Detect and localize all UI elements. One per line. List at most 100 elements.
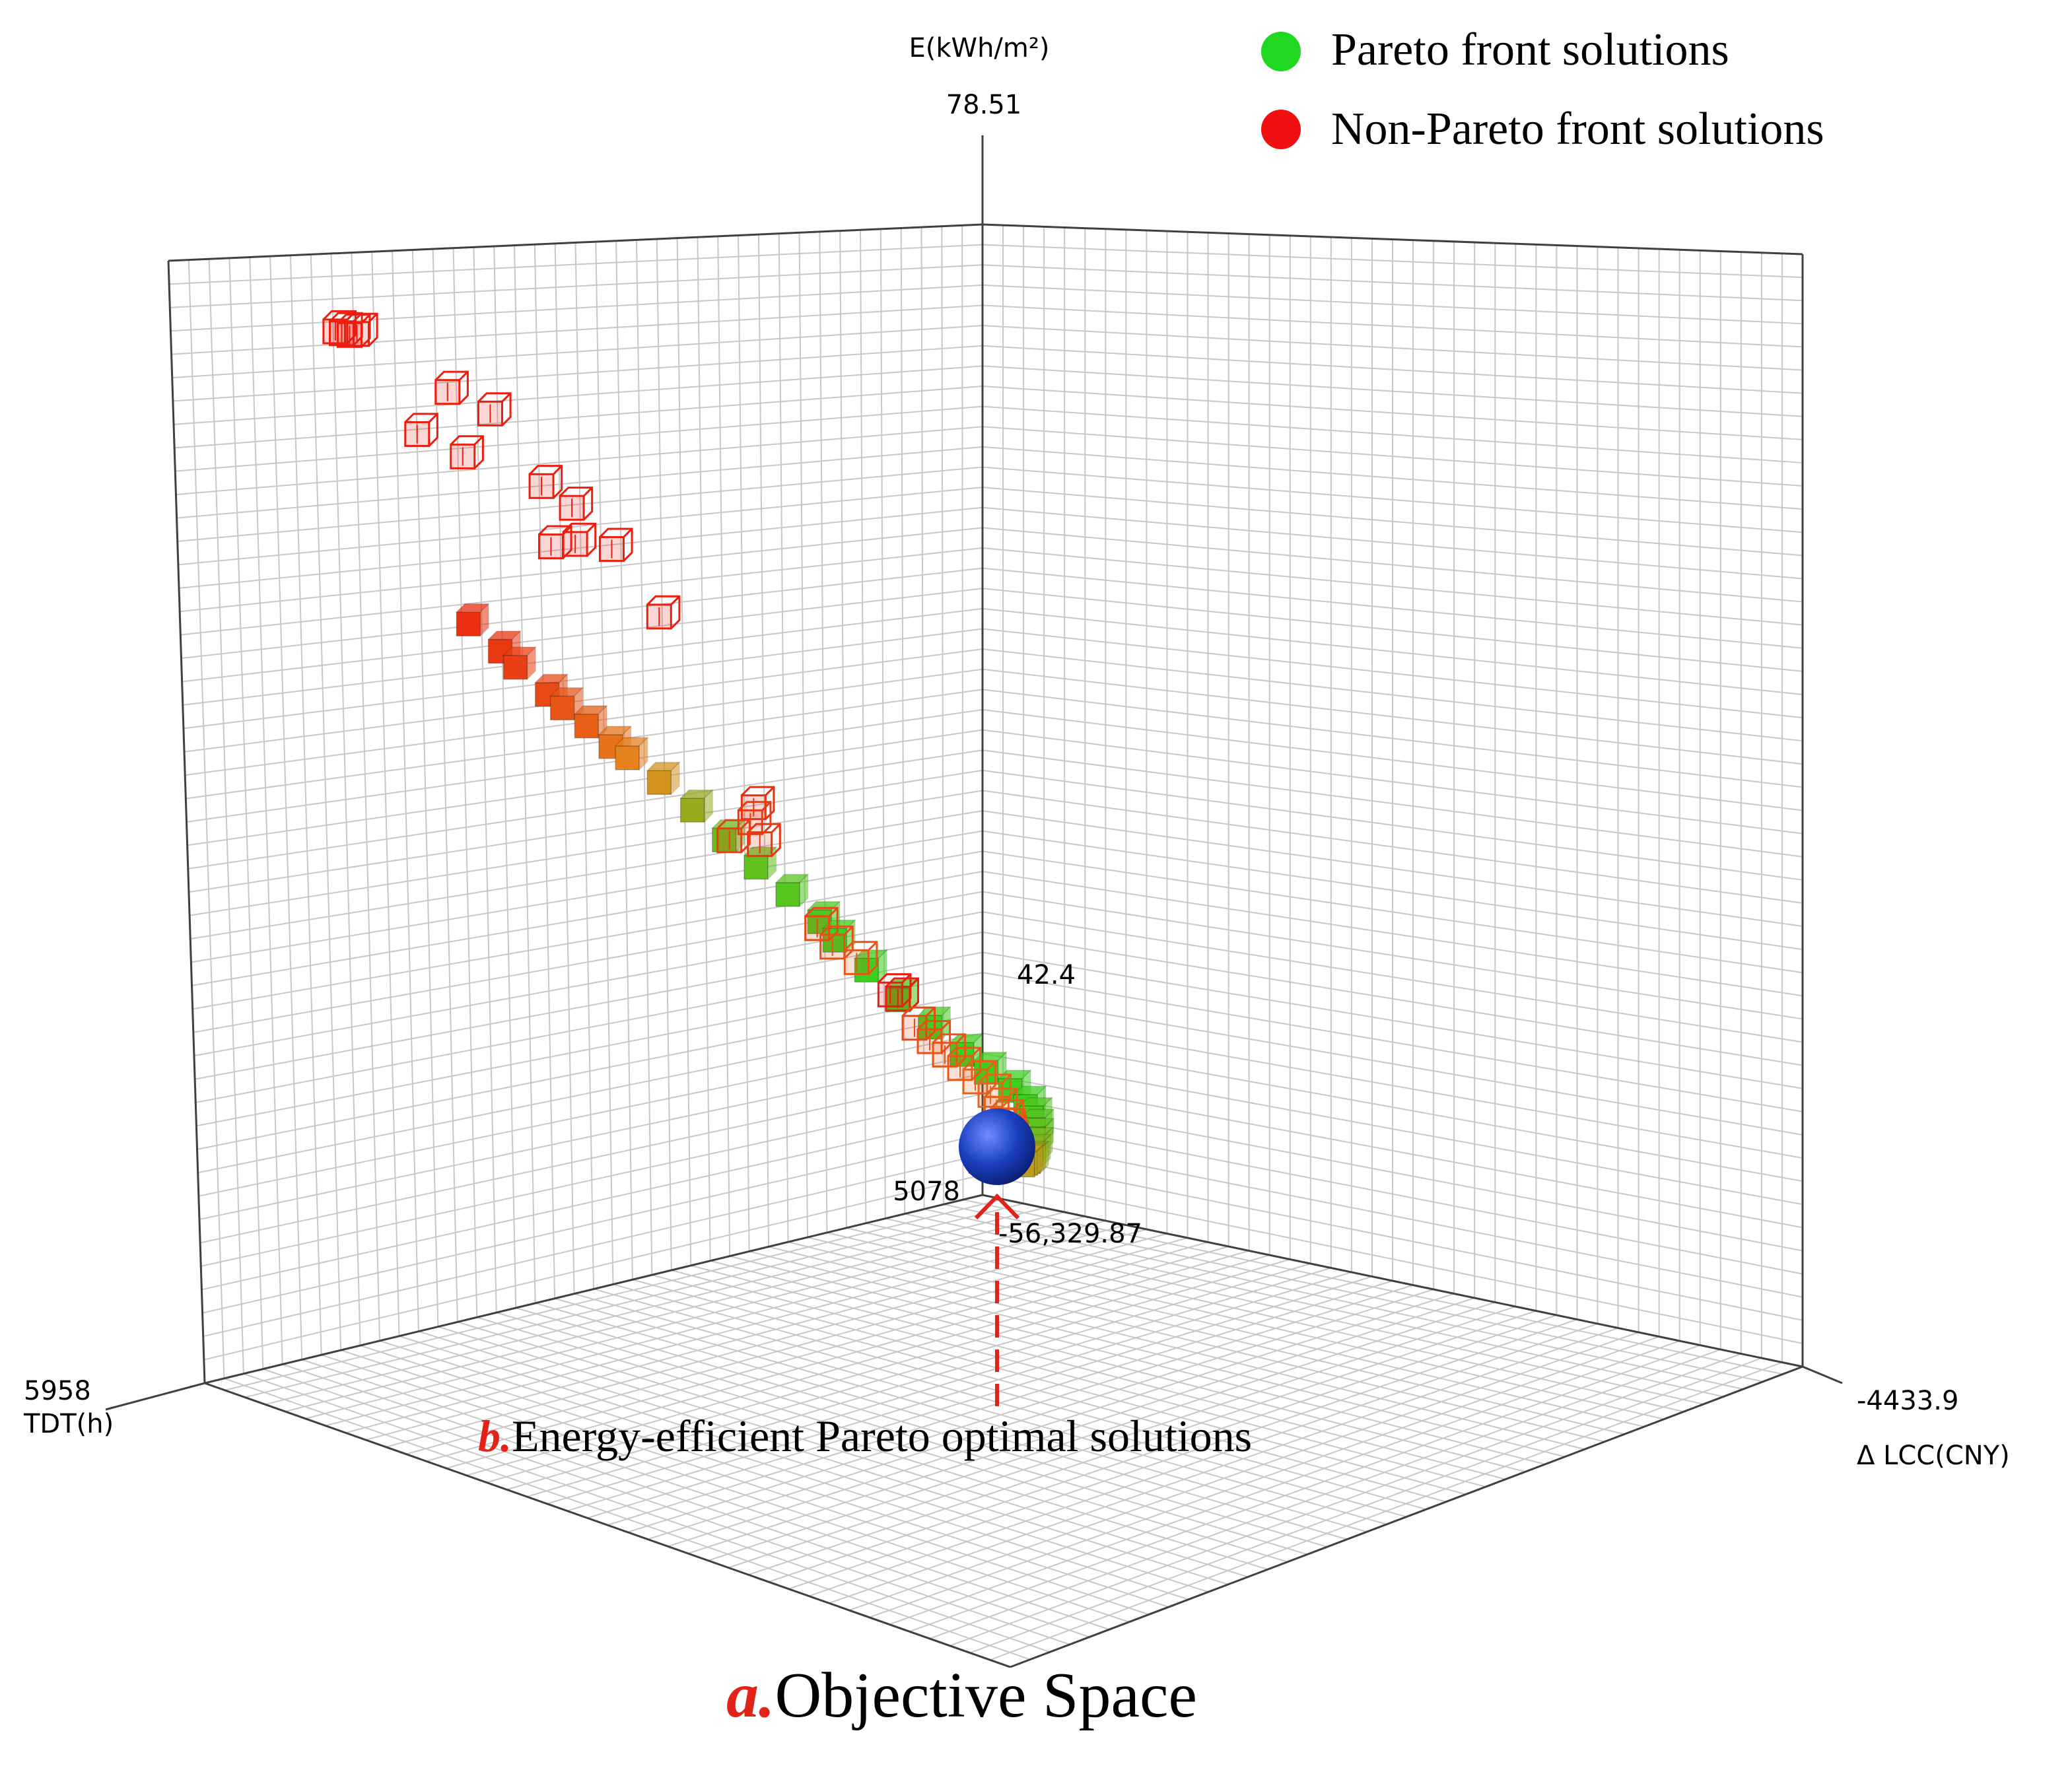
grid-line xyxy=(982,668,1803,765)
x-axis-line xyxy=(204,1194,983,1384)
annotation-b-letter: b. xyxy=(478,1411,512,1461)
grid-line xyxy=(982,405,1803,463)
legend-pareto-label: Pareto front solutions xyxy=(1331,24,1729,75)
non-pareto-point xyxy=(450,435,484,469)
grid-line xyxy=(201,1093,983,1267)
grid-line xyxy=(607,1280,1393,1526)
grid-line xyxy=(982,931,1803,1066)
grid-line xyxy=(982,506,1803,580)
grid-line xyxy=(224,1377,1031,1660)
grid-line xyxy=(197,992,983,1150)
grid-line xyxy=(186,689,983,800)
grid-line xyxy=(728,1306,1516,1569)
grid-line xyxy=(748,1310,1537,1576)
grid-line xyxy=(982,1052,1803,1206)
grid-line xyxy=(982,567,1803,649)
grid-line xyxy=(399,1335,1209,1593)
grid-line xyxy=(181,567,983,660)
grid-line xyxy=(982,871,1803,997)
grid-line xyxy=(191,830,983,963)
grid-line xyxy=(982,244,1803,279)
grid-line xyxy=(909,1344,1701,1633)
grid-line xyxy=(829,1327,1618,1604)
non-pareto-point xyxy=(434,370,469,405)
grid-line xyxy=(379,1340,1189,1600)
grid-line xyxy=(982,992,1803,1136)
pareto-point xyxy=(646,761,681,796)
grid-line xyxy=(180,547,983,636)
grid-line xyxy=(982,607,1803,695)
non-pareto-point xyxy=(477,392,512,426)
grid-line xyxy=(990,1361,1783,1661)
grid-line xyxy=(182,607,983,706)
grid-line xyxy=(982,749,1803,858)
grid-line xyxy=(982,830,1803,951)
y-axis-line xyxy=(982,1194,1803,1368)
grid-line xyxy=(194,931,983,1080)
left-wall-top-edge xyxy=(168,223,983,262)
grid-line xyxy=(708,1301,1496,1561)
grid-line xyxy=(982,284,1803,325)
legend-pareto-marker xyxy=(1261,32,1301,71)
grid-line xyxy=(171,304,983,355)
grid-line xyxy=(982,446,1803,510)
grid-line xyxy=(982,345,1803,394)
lcc-axis-extension xyxy=(1802,1365,1843,1384)
grid-line xyxy=(982,1174,1803,1344)
grid-line xyxy=(183,628,983,730)
floor-front-left-edge xyxy=(204,1382,1011,1668)
grid-line xyxy=(176,426,983,496)
left-wall-grid xyxy=(169,225,983,1379)
y-max-tick: -4433.9 xyxy=(1857,1386,1958,1416)
grid-line xyxy=(191,850,983,986)
grid-line xyxy=(282,1363,1090,1638)
grid-line xyxy=(170,264,983,308)
grid-line xyxy=(982,588,1803,672)
grid-line xyxy=(535,1302,1348,1540)
grid-line xyxy=(174,386,983,449)
non-pareto-point xyxy=(646,595,681,630)
grid-line xyxy=(982,1093,1803,1252)
pareto-point xyxy=(679,788,714,823)
pareto-point xyxy=(455,602,490,638)
grid-line xyxy=(438,1326,1249,1578)
grid-line xyxy=(982,810,1803,928)
grid-line xyxy=(982,1153,1803,1321)
grid-line xyxy=(192,871,983,1010)
grid-line xyxy=(788,1318,1577,1590)
grid-line xyxy=(190,810,983,940)
z-min-tick: 42.4 xyxy=(1017,960,1076,990)
grid-line xyxy=(982,628,1803,719)
grid-line xyxy=(178,506,983,589)
right-wall-top-edge xyxy=(982,223,1803,256)
pareto-point xyxy=(487,630,522,665)
grid-line xyxy=(203,1153,983,1338)
floor-grid xyxy=(224,1198,1783,1661)
grid-line xyxy=(982,972,1803,1112)
grid-line xyxy=(982,325,1803,371)
grid-line xyxy=(982,304,1803,348)
grid-line xyxy=(477,1316,1288,1563)
x-min-tick: 5078 xyxy=(893,1176,960,1207)
grid-line xyxy=(982,487,1803,557)
grid-line xyxy=(187,729,983,846)
grid-line xyxy=(982,689,1803,788)
grid-line xyxy=(172,325,983,379)
x-axis-title: TDT(h) xyxy=(23,1409,114,1439)
grid-line xyxy=(982,891,1803,1020)
grid-line xyxy=(176,446,983,519)
grid-line xyxy=(982,1033,1803,1182)
left-wall-outer-edge xyxy=(167,260,206,1384)
non-pareto-point xyxy=(843,941,878,975)
grid-line xyxy=(301,1359,1110,1631)
grid-line xyxy=(982,729,1803,835)
grid-line xyxy=(687,1297,1475,1554)
pareto-point xyxy=(573,704,608,739)
grid-line xyxy=(173,365,983,425)
grid-line xyxy=(982,1012,1803,1159)
grid-line xyxy=(197,1012,983,1174)
grid-line xyxy=(198,1033,983,1197)
non-pareto-point xyxy=(537,525,572,560)
grid-line xyxy=(195,951,983,1103)
non-pareto-point xyxy=(885,977,919,1012)
